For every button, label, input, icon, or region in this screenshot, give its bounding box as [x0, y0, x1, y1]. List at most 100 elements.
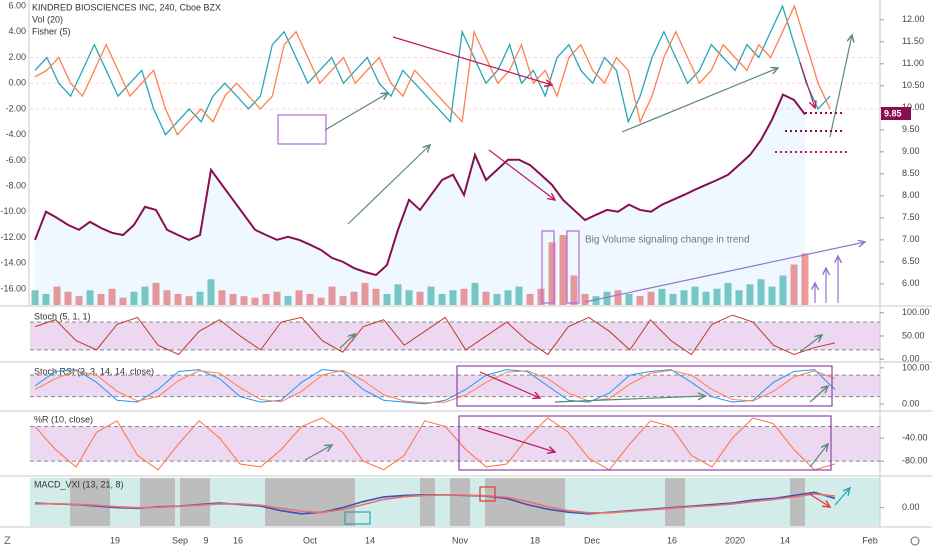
volume-bar: [97, 293, 105, 305]
x-tick-label: Nov: [452, 535, 469, 545]
volume-bar: [713, 288, 721, 305]
y-tick-label: -10.00: [0, 206, 26, 216]
y-tick-label: 11.50: [902, 36, 924, 46]
x-tick-label: Dec: [584, 535, 601, 545]
y-tick-label: 7.50: [902, 212, 920, 222]
series-line: [34, 4, 831, 136]
volume-bar: [284, 296, 292, 305]
y-tick-label: 0.00: [902, 502, 920, 512]
y-tick-label: 6.00: [8, 0, 26, 10]
x-tick-label: 16: [667, 535, 677, 545]
volume-bar: [647, 291, 655, 305]
volume-bar: [416, 291, 424, 305]
volume-bar: [328, 286, 336, 305]
volume-bar: [559, 235, 567, 305]
x-tick-label: 18: [530, 535, 540, 545]
volume-bar: [361, 282, 369, 305]
y-tick-label: 6.00: [902, 278, 920, 288]
volume-bar: [493, 293, 501, 305]
volume-bar: [240, 296, 248, 305]
series-line: [34, 493, 836, 514]
band: [30, 375, 880, 397]
volume-bar: [548, 242, 556, 305]
volume-bar: [779, 275, 787, 305]
volume-bar: [614, 290, 622, 305]
last-price: 9.85: [884, 108, 902, 118]
volume-bar: [141, 286, 149, 305]
volume-bar: [262, 293, 270, 305]
x-tick-label: 9: [203, 535, 208, 545]
volume-bar: [372, 288, 380, 305]
series-line: [34, 314, 836, 356]
volume-bar: [757, 279, 765, 305]
pane-title: %R (10, close): [34, 414, 93, 424]
volume-bar: [152, 282, 160, 305]
volume-bar: [449, 290, 457, 305]
volume-bar: [317, 297, 325, 305]
y-tick-label: -4.00: [5, 129, 26, 139]
annotations: [277, 35, 865, 525]
volume-bar: [658, 288, 666, 305]
annotation-text: Big Volume signaling change in trend: [585, 235, 750, 246]
volume-bar: [581, 293, 589, 305]
indicator-label: Fisher (5): [32, 26, 71, 36]
x-tick-label: Sep: [172, 535, 188, 545]
x-tick-label: 2020: [725, 535, 745, 545]
volume-bar: [471, 282, 479, 305]
volume-bar: [273, 291, 281, 305]
band: [30, 426, 880, 462]
volume-bar: [53, 286, 61, 305]
volume-bar: [625, 293, 633, 305]
volume-bar: [691, 286, 699, 305]
volume-bar: [218, 290, 226, 305]
settings-icon[interactable]: [910, 536, 920, 546]
y-tick-label: -12.00: [0, 232, 26, 242]
volume-bar: [801, 253, 809, 305]
volume-bar: [504, 290, 512, 305]
volume-bar: [306, 293, 314, 305]
y-tick-label: 100.00: [902, 307, 930, 317]
volume-bar: [86, 290, 94, 305]
y-tick-label: -40.00: [902, 432, 928, 442]
volume-bar: [75, 296, 83, 305]
volume-bar: [350, 291, 358, 305]
y-tick-label: 7.00: [902, 234, 920, 244]
y-tick-label: 100.00: [902, 362, 930, 372]
volume-bar: [526, 293, 534, 305]
y-tick-label: -2.00: [5, 103, 26, 113]
volume-bar: [460, 288, 468, 305]
volume-bar: [42, 293, 50, 305]
volume-bar: [669, 293, 677, 305]
volume-bar: [31, 290, 39, 305]
y-tick-label: -14.00: [0, 258, 26, 268]
x-tick-label: 16: [233, 535, 243, 545]
volume-bar: [427, 286, 435, 305]
volume-bar: [196, 291, 204, 305]
volume-bar: [438, 293, 446, 305]
chart-title: KINDRED BIOSCIENCES INC, 240, Cboe BZX: [32, 2, 221, 12]
volume-bar: [295, 290, 303, 305]
volume-bar: [207, 279, 215, 305]
y-tick-label: 9.50: [902, 124, 920, 134]
timezone-icon[interactable]: Z: [4, 535, 11, 547]
volume-bar: [251, 297, 259, 305]
volume-bar: [163, 290, 171, 305]
series-line: [34, 4, 831, 136]
y-tick-label: 0.00: [902, 398, 920, 408]
y-tick-label: -6.00: [5, 155, 26, 165]
y-tick-label: 50.00: [902, 330, 925, 340]
x-tick-label: Oct: [303, 535, 318, 545]
volume-bar: [174, 293, 182, 305]
pane-title: Stoch (5, 1, 1): [34, 311, 91, 321]
pane-borders: [0, 0, 932, 528]
y-tick-label: -16.00: [0, 283, 26, 293]
volume-bar: [119, 297, 127, 305]
volume-bar: [735, 290, 743, 305]
volume-bar: [64, 291, 72, 305]
y-tick-label: 8.00: [902, 190, 920, 200]
y-tick-label: 12.00: [902, 14, 925, 24]
volume-bar: [768, 286, 776, 305]
volume-bar: [592, 296, 600, 305]
volume-bar: [383, 293, 391, 305]
volume-bar: [724, 282, 732, 305]
